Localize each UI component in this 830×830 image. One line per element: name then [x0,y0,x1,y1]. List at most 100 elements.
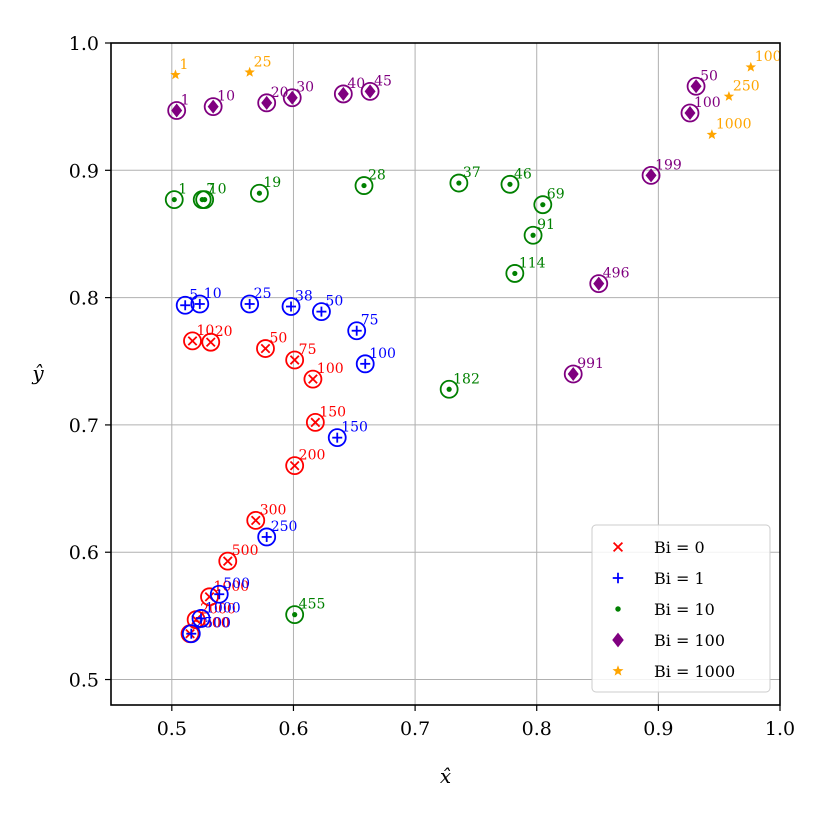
data-point [289,355,300,365]
data-point [567,367,579,381]
legend-label: Bi = 10 [654,600,715,619]
point-ring [285,350,305,370]
point-label: 1000 [716,117,752,133]
point-ring [305,412,325,432]
legend-marker [615,606,621,612]
legend: Bi = 0 Bi = 1 Bi = 10 Bi = 100 Bi = 1000 [591,524,771,693]
point-ring [333,84,353,104]
point-ring [686,76,706,96]
data-point [645,168,657,183]
point-label: 10 [209,182,227,198]
point-ring [641,165,661,185]
point-label: 455 [299,597,326,613]
point-ring [203,97,223,117]
data-point [286,90,298,105]
point-label: 100 [694,95,721,111]
point-label: 1 [179,57,188,73]
data-point [456,180,462,186]
data-point [706,129,718,140]
point-label: 496 [603,266,630,282]
point-ring [167,101,187,120]
data-point [360,358,371,369]
data-point [332,432,343,443]
point-label: 10 [196,323,214,339]
data-point [540,202,546,208]
data-point [202,196,208,203]
x-tick-label: 1.0 [765,718,795,740]
point-ring [354,176,374,195]
data-point [351,325,362,336]
point-label: 75 [361,313,379,329]
point-label: 75 [299,342,317,358]
point-label: 250 [733,78,760,94]
data-point [256,190,262,196]
data-point [250,515,261,526]
point-ring [195,190,215,209]
point-label: 500 [223,576,250,592]
data-point [310,417,321,428]
data-point [207,99,219,114]
y-axis-label: ŷ [31,361,44,385]
data-point [171,196,177,203]
data-point [446,386,452,392]
point-ring [249,183,269,203]
point-ring [355,354,375,374]
data-point [593,276,605,291]
point-ring [500,174,520,194]
point-ring [449,173,469,193]
point-ring [175,295,195,315]
point-ring [523,225,543,245]
point-ring [256,339,275,358]
point-ring [327,428,347,448]
y-tick-label: 0.5 [69,670,99,692]
point-label: 500 [232,543,259,559]
point-ring [285,605,305,625]
data-point [316,306,327,317]
point-label: 1000 [205,600,241,616]
point-label: 25 [254,286,272,302]
x-axis-label: x̂ [440,764,451,788]
data-point [337,86,349,101]
point-label: 25 [254,54,272,70]
data-point [361,182,367,189]
data-point [286,301,297,312]
point-ring [533,195,553,215]
point-ring [360,81,380,101]
point-label: 5 [189,287,198,303]
point-label: 114 [519,255,546,271]
point-ring [312,302,331,322]
point-ring [281,297,301,316]
point-ring [257,527,277,547]
point-label: 2500 [195,616,231,632]
point-ring [563,364,583,384]
series-4: 1 25 100 250 1000 [170,49,782,140]
point-ring [181,624,201,644]
data-point [690,79,702,94]
point-ring [191,609,211,628]
point-ring [218,551,238,571]
y-tick-label: 0.8 [69,288,99,310]
point-ring [303,369,323,389]
point-label: 19 [263,175,281,191]
point-label: 10 [204,286,222,302]
point-label: 50 [269,331,287,347]
legend-marker [612,665,624,676]
point-label: 50 [325,294,343,310]
x-tick-label: 0.6 [278,718,308,740]
point-label: 38 [295,289,313,305]
legend-label: Bi = 0 [654,538,705,557]
data-point [194,298,205,309]
point-label: 100 [317,361,344,377]
point-ring [257,93,277,113]
data-point [196,613,207,624]
point-ring [183,331,202,351]
legend-marker [612,632,624,648]
point-label: 37 [463,165,481,181]
point-label: 5000 [194,616,230,632]
point-label: 1000 [214,579,250,595]
axis-ticks: 0.5 0.6 0.7 0.8 0.9 1.0 0.5 0.6 0.7 0.8 0.9 1.0 [69,33,795,740]
data-point [170,69,181,80]
point-label: 50 [700,68,718,84]
